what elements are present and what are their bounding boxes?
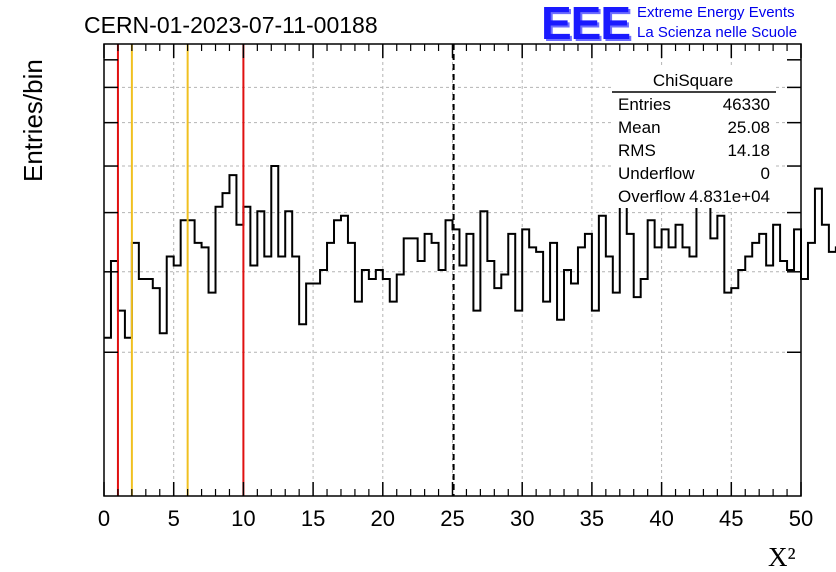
stats-box-background [612, 66, 776, 208]
grid-lines [104, 44, 801, 496]
stats-row-value: 0 [761, 164, 770, 183]
stats-title: ChiSquare [653, 71, 733, 90]
y-axis-label: Entries/bin [18, 59, 48, 182]
x-tick-label: 50 [789, 506, 813, 531]
x-tick-label: 25 [440, 506, 464, 531]
stats-row-value: 14.18 [727, 141, 770, 160]
x-tick-label: 45 [719, 506, 743, 531]
brand-line-1: Extreme Energy Events [637, 4, 795, 21]
x-tick-label: 35 [580, 506, 604, 531]
reference-lines [116, 44, 455, 496]
x-tick-label: 15 [301, 506, 325, 531]
eee-brand: EEE Extreme Energy Events La Scienza nel… [541, 0, 831, 49]
x-tick-label: 40 [649, 506, 673, 531]
stats-row-value: 4.831e+04 [689, 187, 770, 206]
stats-row-value: 25.08 [727, 118, 770, 137]
stats-row-label: Entries [618, 95, 671, 114]
x-tick-label: 30 [510, 506, 534, 531]
stats-row-label: Underflow [618, 164, 695, 183]
x-tick-label: 5 [168, 506, 180, 531]
stats-row-value: 46330 [723, 95, 770, 114]
chart-title: CERN-01-2023-07-11-00188 [84, 12, 378, 38]
stats-box: ChiSquare Entries 46330 Mean 25.08 RMS 14.18 Un… [612, 66, 776, 208]
x-tick-label: 10 [231, 506, 255, 531]
axis-ticks: 0 5 10 15 20 25 30 35 40 45 50 [98, 44, 813, 531]
eee-logo: EEE [541, 0, 631, 49]
brand-line-2: La Scienza nelle Scuole [637, 24, 798, 41]
stats-row-label: Mean [618, 118, 661, 137]
stats-row-label: Overflow [618, 187, 686, 206]
x-tick-label: 0 [98, 506, 110, 531]
x-tick-label: 20 [371, 506, 395, 531]
histogram-step-line [104, 165, 836, 339]
stats-row-label: RMS [618, 141, 656, 160]
histogram-series [104, 165, 836, 339]
x-axis-label: X² [768, 542, 796, 572]
